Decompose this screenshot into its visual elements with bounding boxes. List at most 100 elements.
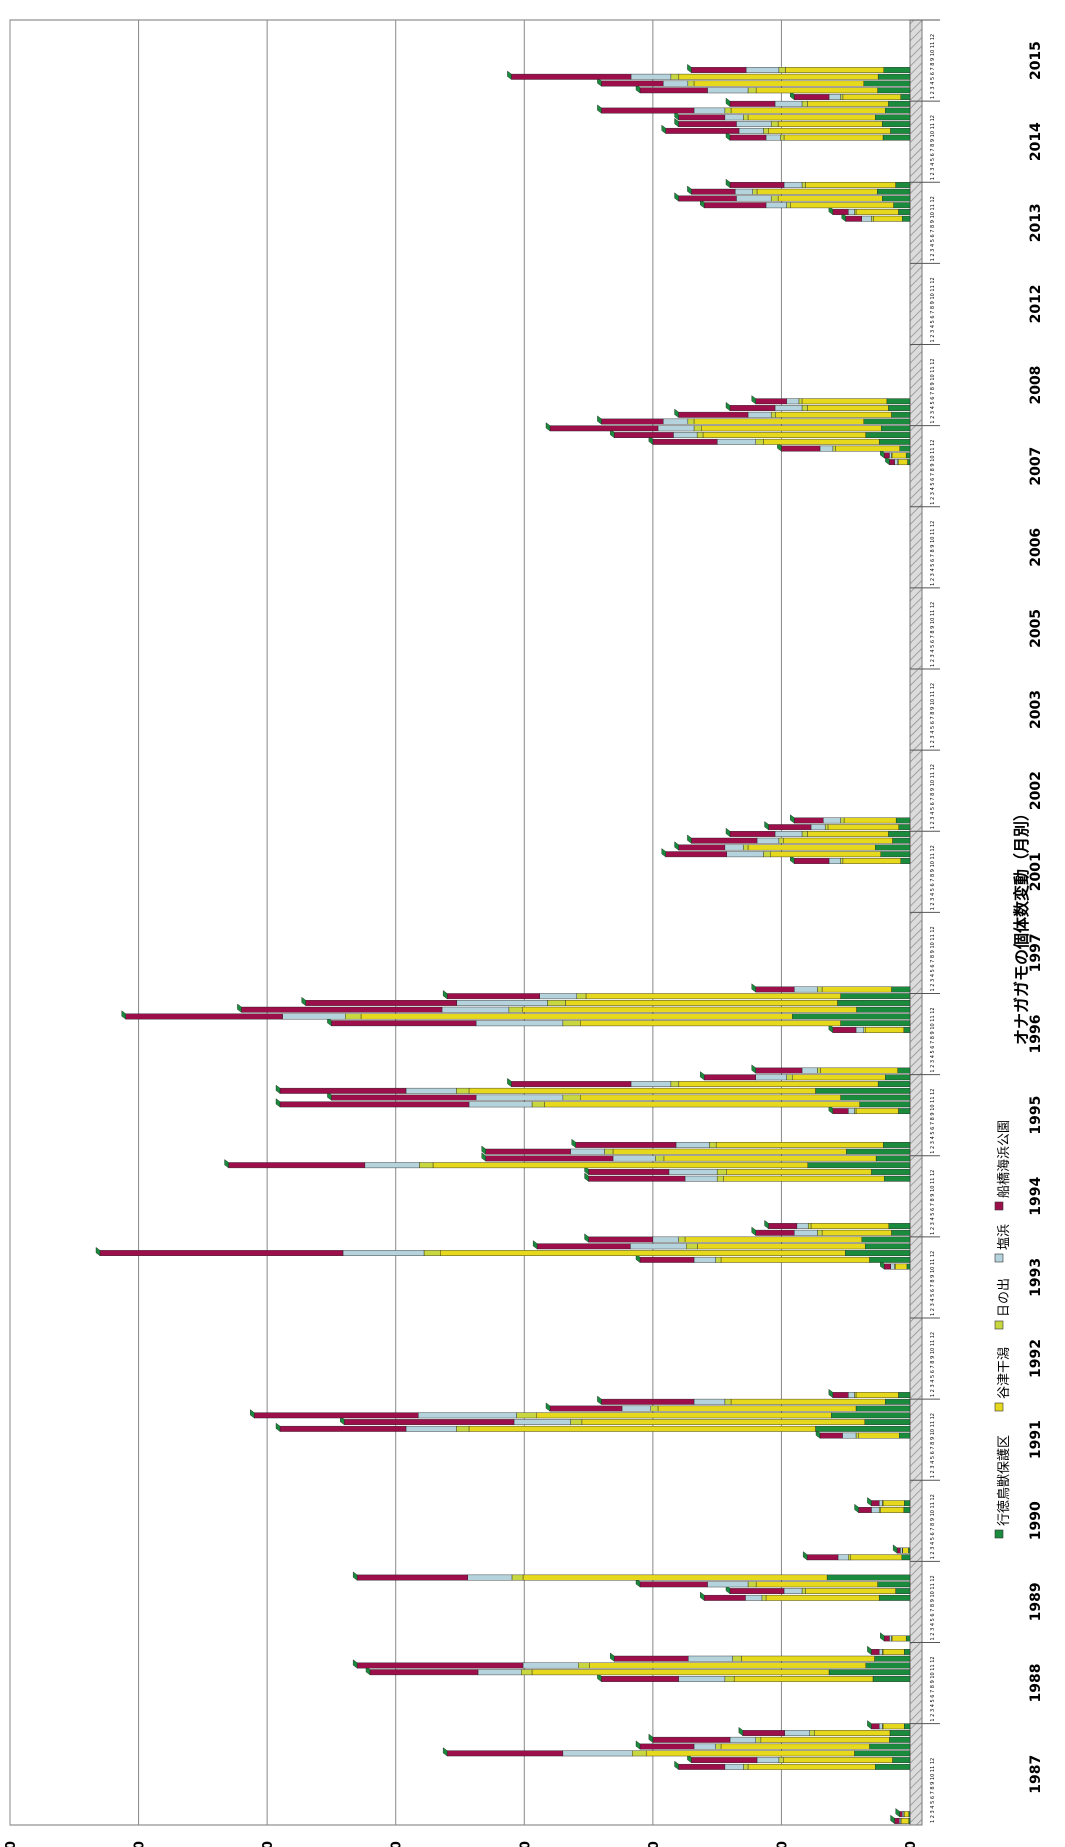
- bar-segment: [820, 1067, 898, 1074]
- bar-segment: [513, 1419, 571, 1425]
- bar-cap: [597, 104, 602, 114]
- bar: [327, 1017, 911, 1027]
- bar-segment: [900, 1547, 903, 1554]
- bar-segment: [895, 817, 911, 824]
- bar-segment: [715, 1142, 884, 1148]
- bar-segment: [440, 1250, 846, 1256]
- bar-segment: [702, 432, 866, 438]
- bar-segment: [880, 1507, 905, 1513]
- month-tick-labels: 1 2 3 4 5 6 7 8 9 10 11 12: [930, 34, 936, 99]
- bar-segment: [614, 1655, 689, 1662]
- bar-cap: [648, 1733, 654, 1743]
- bar: [442, 1747, 911, 1757]
- bar-segment: [693, 1256, 716, 1263]
- bar: [250, 1409, 911, 1419]
- bar-segment: [279, 1101, 470, 1108]
- bar-cap: [507, 1077, 512, 1088]
- bar-segment: [768, 127, 891, 134]
- bar-segment: [884, 1175, 911, 1182]
- bar-segment: [356, 1662, 524, 1669]
- bar-segment: [781, 445, 821, 452]
- bar-segment: [848, 209, 855, 215]
- y-tick-label: 3000: [133, 1841, 148, 1847]
- bar: [674, 408, 911, 418]
- bar: [545, 1402, 911, 1412]
- bar-cap: [892, 1544, 898, 1554]
- bar-segment: [810, 824, 826, 831]
- bar-segment: [580, 1020, 841, 1027]
- bar-segment: [645, 1750, 855, 1757]
- bar-segment: [765, 1594, 880, 1601]
- bar-segment: [882, 121, 911, 128]
- month-tick-labels: 1 2 3 4 5 6 7 8 9 10 11 12: [930, 440, 936, 505]
- bar-segment: [881, 425, 911, 432]
- bar-segment: [809, 1730, 815, 1736]
- bar-segment: [819, 445, 834, 452]
- bar-segment: [891, 452, 907, 459]
- bar-cap: [442, 990, 448, 1000]
- bar: [635, 1740, 911, 1750]
- month-tick-labels: 1 2 3 4 5 6 7 8 9 10 11 12: [930, 1251, 936, 1316]
- bar-segment: [828, 94, 841, 100]
- bar-cap: [790, 814, 795, 824]
- year-label: 1990: [1028, 1501, 1044, 1540]
- bar-cap: [481, 1145, 486, 1155]
- bar-segment: [668, 1169, 718, 1175]
- bar-cap: [751, 1226, 756, 1236]
- bar-segment: [827, 824, 899, 831]
- bar-segment: [704, 202, 767, 209]
- bar-segment: [786, 1074, 793, 1081]
- bar-segment: [890, 127, 911, 134]
- bar-segment: [792, 1074, 886, 1081]
- bar-segment: [889, 1730, 911, 1736]
- bar-segment: [783, 1757, 893, 1764]
- month-tick-labels: 1 2 3 4 5 6 7 8 9 10 11 12: [930, 1332, 936, 1397]
- bar-cap: [751, 1064, 756, 1074]
- bar-segment: [691, 67, 747, 73]
- bar-segment: [840, 94, 844, 100]
- bar-segment: [865, 1027, 905, 1033]
- bar: [687, 185, 911, 195]
- bar-segment: [780, 134, 785, 141]
- bar-segment: [888, 405, 911, 411]
- bar-segment: [871, 1649, 880, 1655]
- bar: [95, 1246, 911, 1257]
- bar-segment: [544, 1101, 860, 1108]
- bar-segment: [675, 1142, 710, 1148]
- bar-segment: [747, 844, 876, 851]
- bar-segment: [842, 858, 901, 864]
- bar: [751, 983, 911, 993]
- bar-segment: [729, 182, 785, 188]
- year-label: 2007: [1028, 447, 1044, 486]
- bar: [442, 990, 911, 1000]
- bar: [275, 1422, 911, 1432]
- bar-cap: [674, 408, 679, 418]
- bar: [275, 1098, 911, 1108]
- bar-segment: [704, 1594, 746, 1601]
- bar-segment: [855, 1432, 859, 1439]
- bar-segment: [732, 1655, 742, 1662]
- bar-segment: [678, 73, 879, 80]
- bar-segment: [875, 844, 911, 851]
- bar-cap: [352, 1571, 358, 1581]
- bar-segment: [688, 1655, 733, 1662]
- bar-segment: [894, 459, 898, 466]
- bar-segment: [901, 1554, 911, 1561]
- bar: [327, 1091, 911, 1101]
- bar-segment: [801, 831, 808, 837]
- bar: [352, 1659, 911, 1669]
- bar-segment: [745, 67, 780, 73]
- bar-segment: [477, 1669, 522, 1676]
- bar-segment: [588, 1169, 670, 1175]
- year-label: 2015: [1028, 41, 1044, 80]
- year-label: 2013: [1028, 203, 1044, 242]
- bar-segment: [701, 425, 882, 432]
- bar-segment: [801, 1588, 806, 1594]
- bar-cap: [700, 1591, 705, 1601]
- bar-segment: [715, 1256, 722, 1263]
- bar-segment: [720, 1743, 870, 1750]
- bar-segment: [724, 1398, 732, 1405]
- bar-segment: [743, 844, 749, 851]
- bar-segment: [729, 134, 767, 141]
- bar-cap: [764, 1219, 769, 1230]
